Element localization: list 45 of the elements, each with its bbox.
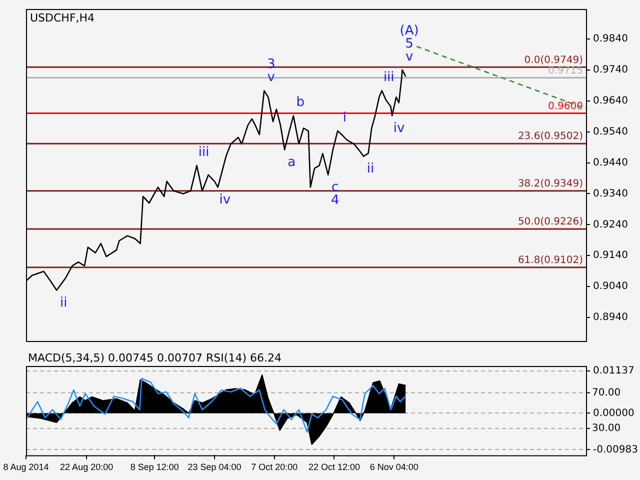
y-tick-label: 0.9040 [593,281,628,292]
y-tick-label: 0.01137 [593,366,634,377]
ref-line-label: 0.9600 [548,100,583,112]
x-tick-label: 23 Sep 04:00 [188,462,242,472]
y2-tick-label: 30.00 [592,423,621,434]
y-tick-label: -0.00983 [593,444,638,456]
annotation: i [342,110,346,126]
ref-line-label: 38.2(0.9349) [518,178,584,190]
ref-line-label: 23.6(0.9502) [518,131,584,142]
ref-line-label: 0.9715 [548,65,583,76]
y-tick-label: 0.8940 [593,312,628,324]
annotation: a [288,155,296,170]
y-tick-label: 0.9140 [593,250,628,262]
chart-title: MACD(5,34,5) 0.00745 0.00707 RSI(14) 66.24 [28,351,282,364]
annotation: 5 [405,36,414,52]
y2-tick-label: 70.00 [592,387,621,398]
annotation: b [296,95,305,110]
annotation: v [267,70,276,86]
ref-line-label: 50.0(0.9226) [518,216,584,228]
annotation: (A) [400,23,419,38]
annotation: iii [198,144,210,160]
x-tick-label: 6 Nov 04:00 [370,462,418,472]
y-tick-label: 0.9240 [593,219,628,230]
x-tick-label: 8 Aug 2014 [3,462,49,472]
x-tick-label: 7 Oct 20:00 [251,462,298,472]
x-tick-label: 8 Sep 12:00 [130,462,179,472]
annotation: ii [60,296,68,311]
y-tick-label: 0.9640 [593,95,628,106]
x-tick-label: 22 Oct 12:00 [308,462,360,472]
annotation: ii [366,162,374,177]
chart-title: USDCHF,H4 [30,11,95,24]
annotation: iii [383,70,394,86]
ref-line-label: 0.0(0.9749) [524,54,584,66]
x-tick-label: 22 Aug 20:00 [60,462,114,472]
y-tick-label: 0.9440 [593,157,628,168]
annotation: v [405,49,414,64]
annotation: 4 [330,193,340,208]
annotation: iv [393,121,406,136]
y-tick-label: 0.00000 [593,408,634,419]
annotation: iv [219,192,231,208]
ref-line-label: 61.8(0.9102) [518,254,584,266]
y-tick-label: 0.9340 [593,188,628,200]
y-tick-label: 0.9740 [593,64,628,76]
y-tick-label: 0.9840 [593,34,628,45]
y-tick-label: 0.9540 [593,126,628,138]
